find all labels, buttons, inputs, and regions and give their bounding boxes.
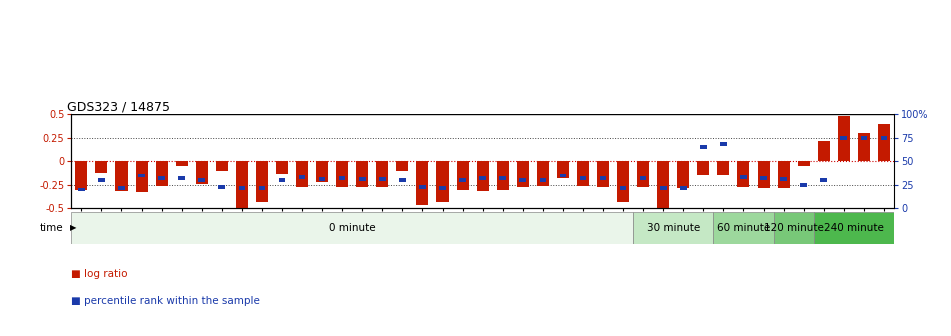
Bar [419,185,426,188]
Bar [700,145,707,149]
Bar [397,161,408,171]
Bar [176,161,187,166]
Text: GDS323 / 14875: GDS323 / 14875 [68,100,170,113]
Bar [479,176,486,180]
Bar [256,161,268,202]
Bar [680,186,687,190]
Bar [357,161,368,187]
Text: 0 minute: 0 minute [329,223,376,233]
Text: time: time [39,223,63,233]
Bar [814,212,894,244]
Bar [459,178,466,182]
Text: 60 minute: 60 minute [717,223,770,233]
Bar [158,176,165,180]
Bar [717,161,729,175]
Bar [858,133,870,161]
Text: ■ log ratio: ■ log ratio [71,269,127,279]
Bar [379,177,385,181]
Bar [71,212,633,244]
Bar [637,161,650,187]
Text: 120 minute: 120 minute [764,223,824,233]
Bar [377,161,388,187]
Bar [838,116,850,161]
Bar [276,161,288,173]
Bar [75,161,87,190]
Bar [580,176,586,180]
Bar [597,161,609,187]
Bar [640,176,647,180]
Text: ▶: ▶ [70,223,76,232]
Bar [299,175,305,179]
Bar [660,186,667,190]
Bar [657,161,670,210]
Text: 30 minute: 30 minute [647,223,700,233]
Bar [138,173,145,177]
Bar [339,176,345,180]
Bar [316,161,328,182]
Bar [737,161,749,187]
Bar [499,176,506,180]
Bar [456,161,469,190]
Bar [519,178,526,182]
Bar [801,183,807,187]
Bar [798,161,809,166]
Bar [437,161,449,202]
Bar [78,187,85,192]
Bar [259,186,265,190]
Bar [199,178,205,182]
Bar [319,177,325,181]
Bar [115,161,127,192]
Bar [617,161,630,202]
Bar [697,161,709,175]
Bar [758,161,769,187]
Bar [861,136,867,140]
Bar [196,161,207,184]
Bar [219,185,225,188]
Bar [713,212,773,244]
Bar [296,161,308,187]
Bar [236,161,248,208]
Bar [620,186,627,190]
Bar [557,161,569,178]
Bar [496,161,509,190]
Bar [98,178,105,182]
Bar [720,142,727,146]
Bar [399,178,406,182]
Bar [773,212,814,244]
Bar [536,161,549,186]
Bar [577,161,589,186]
Bar [818,140,829,161]
Bar [118,186,125,190]
Bar [633,212,713,244]
Bar [539,178,546,182]
Bar [239,186,245,190]
Bar [136,161,147,192]
Bar [740,175,747,179]
Bar [778,161,789,187]
Bar [476,161,489,192]
Text: ■ percentile rank within the sample: ■ percentile rank within the sample [71,296,261,306]
Bar [821,178,827,182]
Bar [216,161,228,171]
Bar [881,136,887,140]
Bar [780,177,786,181]
Bar [677,161,689,187]
Bar [336,161,348,187]
Bar [279,178,285,182]
Bar [417,161,429,206]
Bar [760,176,767,180]
Bar [841,136,847,140]
Bar [439,186,446,190]
Text: 240 minute: 240 minute [824,223,883,233]
Bar [878,124,890,161]
Bar [516,161,529,187]
Bar [179,176,185,180]
Bar [95,161,107,173]
Bar [559,173,566,177]
Bar [600,176,607,180]
Bar [156,161,167,186]
Bar [359,177,365,181]
